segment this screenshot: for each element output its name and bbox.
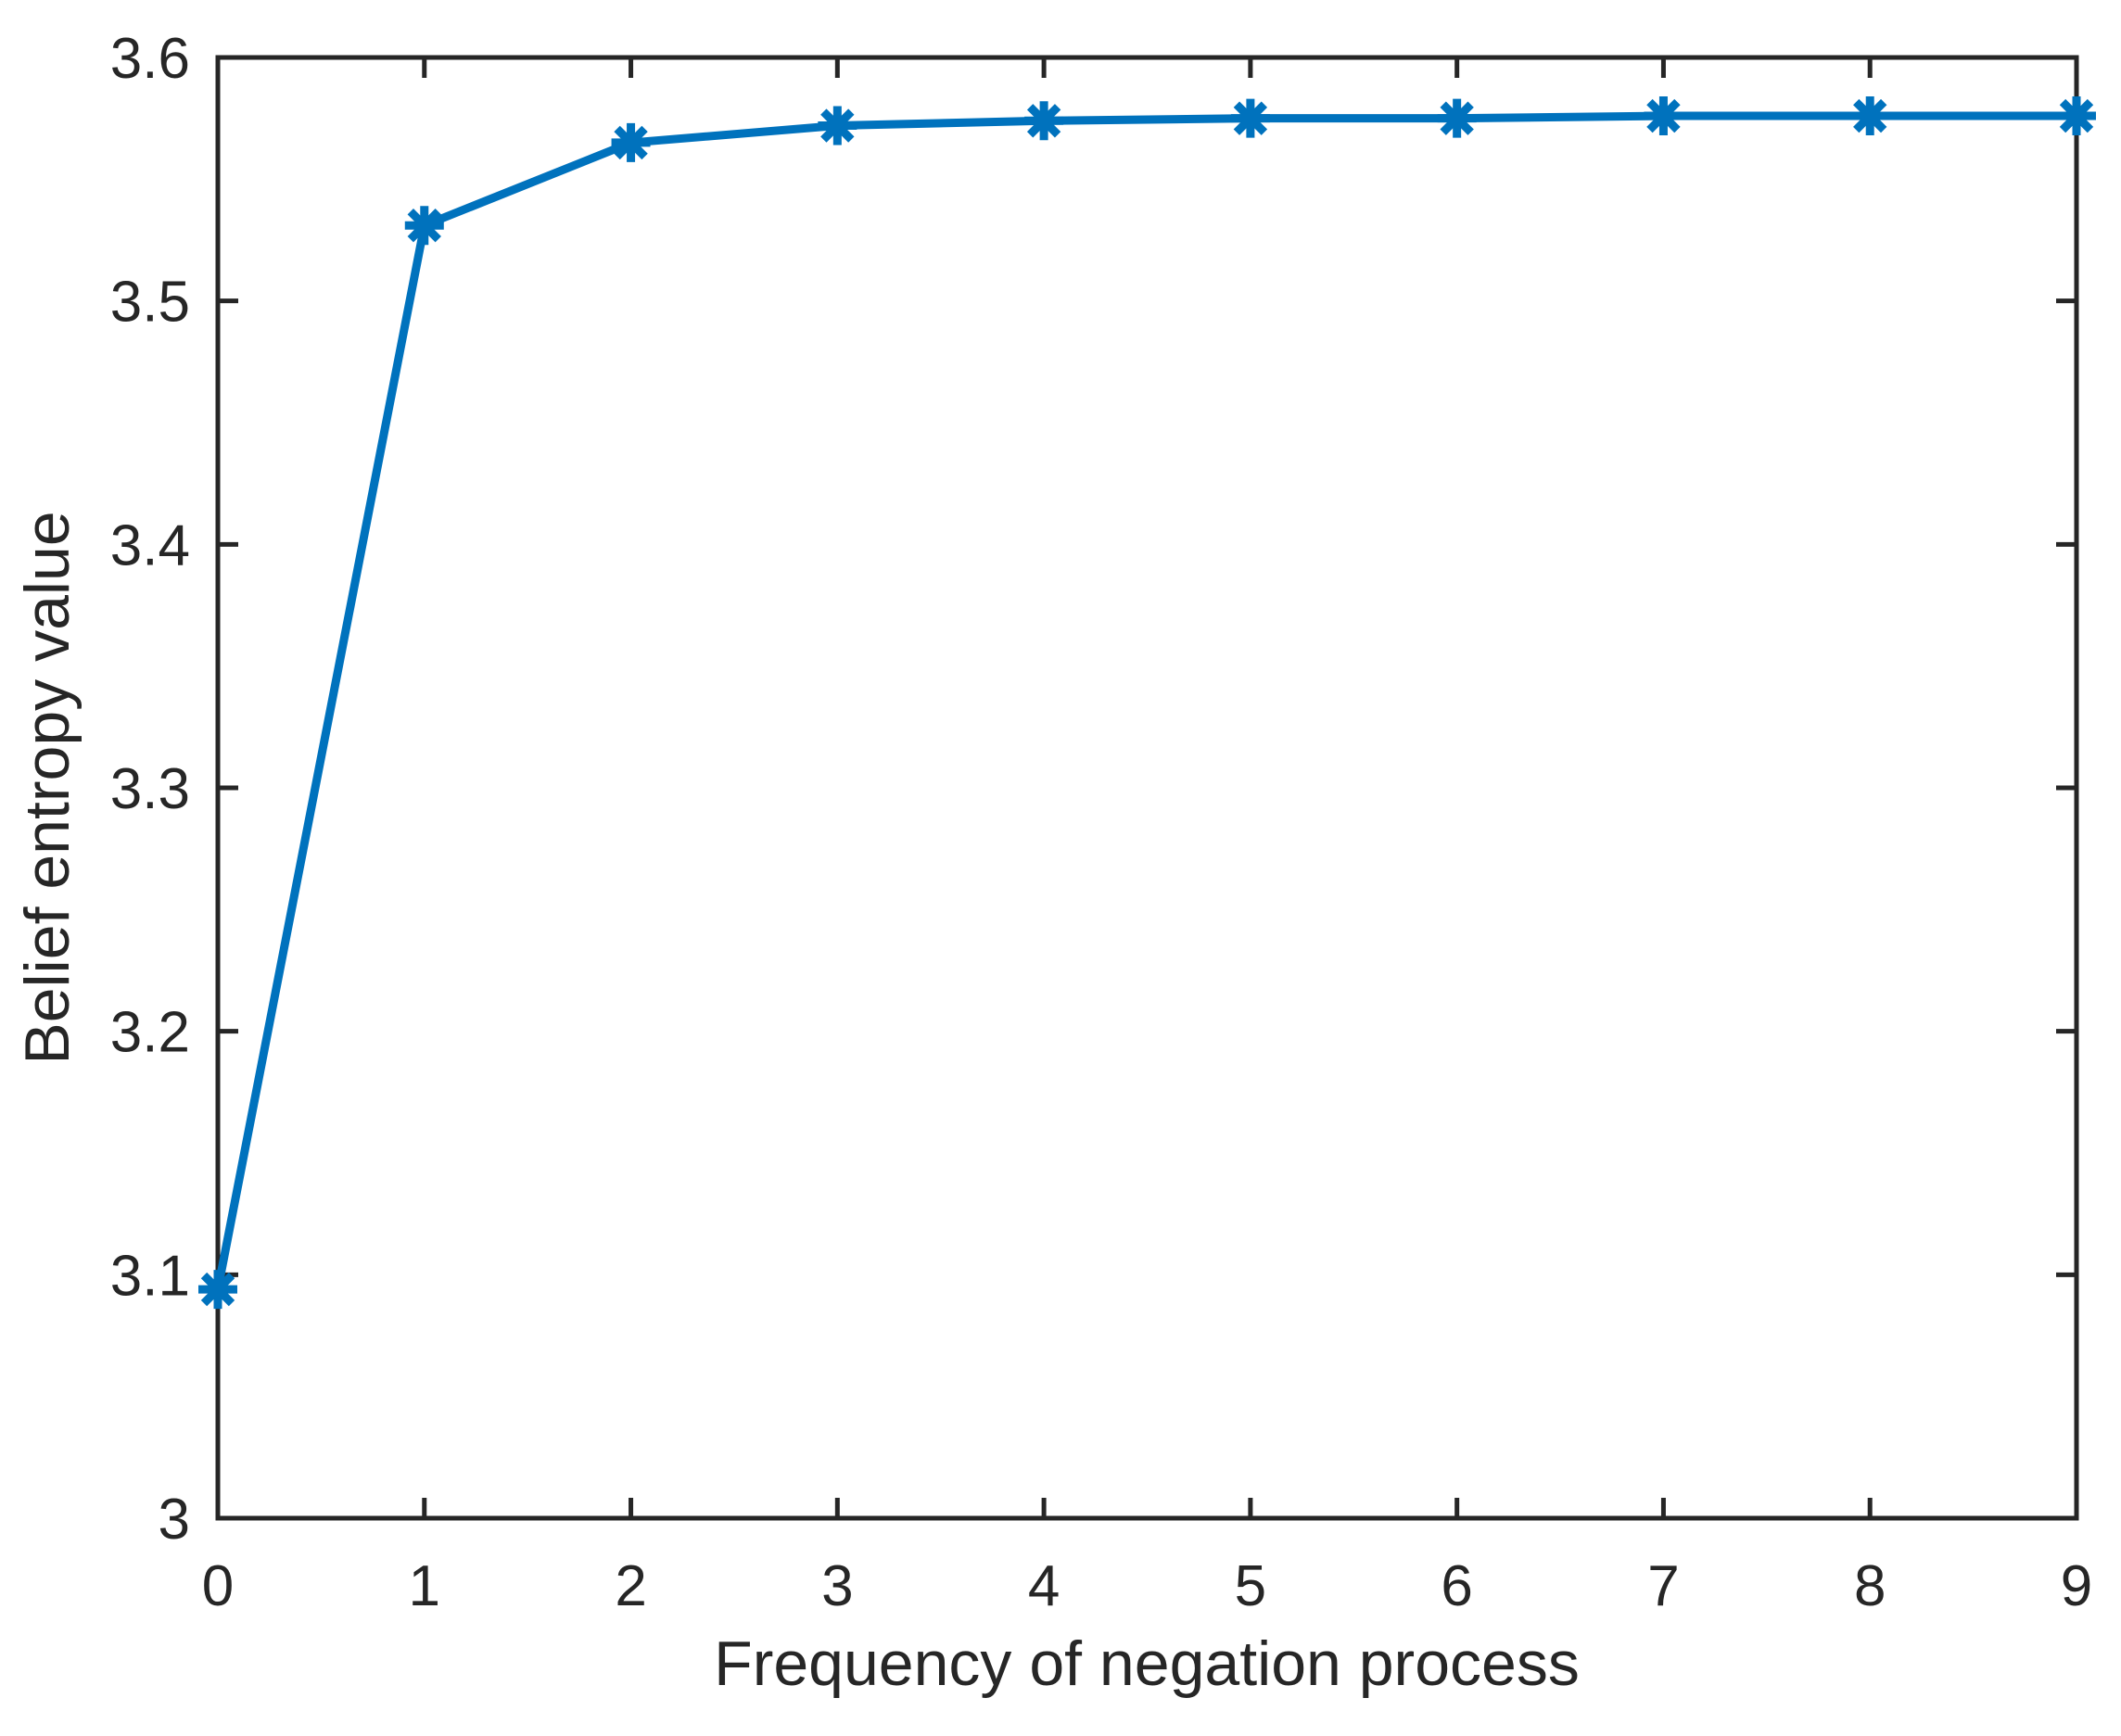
plot-area: 0 1 2 3 4 5 6 7 8 9 3 3.1 3.2 3.3 3.4 3.5 3.6 [110, 27, 2096, 1618]
x-tick-label: 0 [202, 1554, 234, 1618]
x-tick-label: 7 [1647, 1554, 1679, 1618]
marker-arm [1853, 98, 1887, 133]
y-tick-label: 3.4 [110, 513, 190, 577]
x-tick-label: 3 [821, 1554, 853, 1618]
x-tick-label: 8 [1854, 1554, 1886, 1618]
x-tick-label: 9 [2061, 1554, 2092, 1618]
y-tick-label: 3.2 [110, 1001, 190, 1065]
y-tick-label: 3.6 [110, 27, 190, 91]
y-tick-label: 3.5 [110, 271, 190, 335]
data-point-marker [1230, 98, 1270, 138]
data-point-marker [198, 1270, 237, 1310]
x-tick-label: 5 [1235, 1554, 1266, 1618]
marker-arm [1026, 104, 1061, 138]
data-point-marker [404, 206, 444, 246]
y-axis-label: Belief entropy value [12, 511, 83, 1064]
x-tick-label: 6 [1441, 1554, 1472, 1618]
marker-arm [1440, 101, 1474, 135]
x-axis-label: Frequency of negation process [714, 1628, 1580, 1699]
marker-arm [2059, 98, 2094, 133]
marker-arm [200, 1272, 235, 1307]
marker-arm [1233, 101, 1268, 135]
data-point-marker [1644, 96, 1683, 136]
data-point-marker [818, 106, 857, 146]
axes-box [215, 55, 2079, 1521]
marker-arm [820, 108, 855, 143]
data-line [213, 111, 2077, 1290]
x-tick-label: 1 [409, 1554, 440, 1618]
marker-arm [1646, 98, 1681, 133]
marker-arm [614, 125, 648, 160]
y-tick-label: 3.1 [110, 1244, 190, 1308]
x-tick-label: 2 [615, 1554, 646, 1618]
data-point-marker [1024, 101, 1064, 141]
data-point-marker [1850, 96, 1890, 136]
data-point-marker [611, 122, 651, 162]
marker-arm [407, 209, 441, 243]
data-point-marker [2057, 96, 2096, 136]
data-point-marker [1437, 98, 1477, 138]
y-tick-label: 3.3 [110, 757, 190, 821]
x-tick-label: 4 [1028, 1554, 1060, 1618]
y-tick-label: 3 [159, 1488, 190, 1552]
